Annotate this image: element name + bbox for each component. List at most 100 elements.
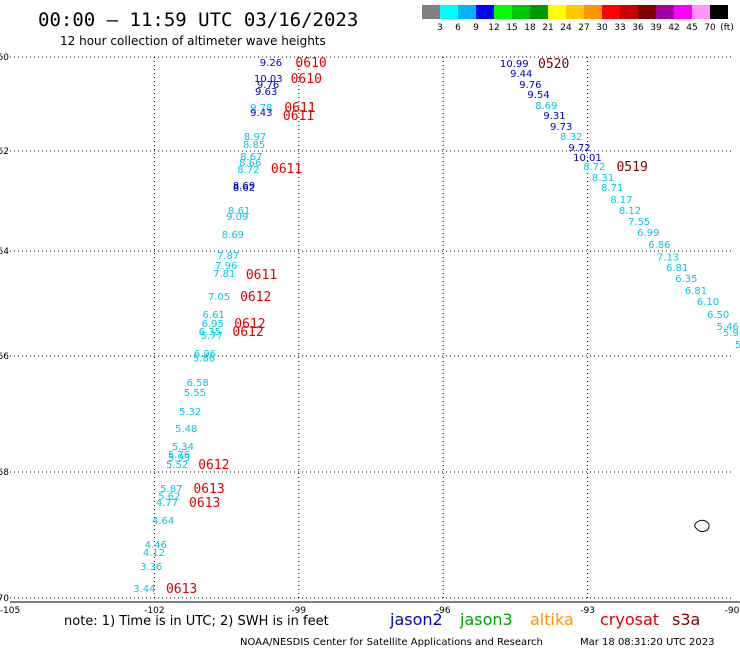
pass-time-label: 0610 <box>291 72 322 87</box>
legend-label: 36 <box>632 23 644 33</box>
wave-height-label: 5.9 <box>723 328 739 339</box>
wave-height-label: 5.48 <box>175 424 197 435</box>
legend-label: 24 <box>560 23 572 33</box>
legend-label: 45 <box>686 23 697 33</box>
legend-swatch <box>638 5 656 19</box>
pass-time-label: 0613 <box>166 582 197 597</box>
legend-swatch <box>620 5 638 19</box>
footer-credit: NOAA/NESDIS Center for Satellite Applica… <box>240 637 543 648</box>
map-grid <box>10 56 740 603</box>
x-tick-label: -99 <box>291 606 306 616</box>
wave-height-label: 9.54 <box>527 90 549 101</box>
legend-label: 18 <box>524 23 536 33</box>
legend-swatch <box>440 5 458 19</box>
legend-swatch <box>512 5 530 19</box>
y-tick-label: -68 <box>0 468 9 478</box>
legend-swatch <box>656 5 674 19</box>
legend-label: 6 <box>455 23 461 33</box>
pass-time-label: 0612 <box>232 325 263 340</box>
wave-height-label: 4.64 <box>152 516 174 527</box>
x-tick-label: -93 <box>580 606 595 616</box>
y-tick-label: -70 <box>0 594 9 604</box>
wave-height-label: 9.78 <box>250 103 272 114</box>
wave-height-label: 6.61 <box>203 310 225 321</box>
legend-swatch <box>548 5 566 19</box>
pass-time-labels: 0610061006110611061106110612061206120612… <box>166 56 648 597</box>
pass-time-label: 0519 <box>616 160 647 175</box>
wave-height-label: 9.43 <box>250 108 272 119</box>
legend-swatch <box>584 5 602 19</box>
satellite-name: altika <box>530 610 574 629</box>
pass-time-label: 0612 <box>234 317 265 332</box>
y-tick-label: -62 <box>0 147 9 157</box>
wave-height-label: 5.52 <box>166 460 188 471</box>
pass-time-label: 0611 <box>283 109 314 124</box>
legend-swatch <box>458 5 476 19</box>
pass-time-label: 0611 <box>246 268 277 283</box>
wave-height-label: 5.62 <box>158 491 180 502</box>
wave-height-label: 6.35 <box>675 274 697 285</box>
legend-swatch <box>422 5 440 19</box>
satellite-name: jason3 <box>459 610 513 629</box>
color-legend: 3 6 9 12 15 18 21 24 27 30 33 36 39 42 45 70 (ft) <box>422 5 734 33</box>
chart-title: 00:00 — 11:59 UTC 03/16/2023 <box>38 9 358 31</box>
wave-height-label: 3.36 <box>140 562 162 573</box>
legend-unit: (ft) <box>720 23 734 33</box>
wave-height-label: 7.87 <box>217 251 239 262</box>
footer-note: note: 1) Time is in UTC; 2) SWH is in fe… <box>64 614 329 629</box>
wave-height-label: 5.87 <box>160 484 182 495</box>
y-tick-label: -66 <box>0 352 9 362</box>
pass-time-label: 0612 <box>198 458 229 473</box>
legend-label: 30 <box>596 23 608 33</box>
legend-swatch <box>692 5 710 19</box>
wave-height-label: 8.69 <box>535 101 557 112</box>
wave-height-label: 6.86 <box>648 240 670 251</box>
wave-height-label: 9.76 <box>257 80 279 91</box>
wave-height-label: 7.96 <box>215 261 237 272</box>
wave-height-label: 9.09 <box>226 212 248 223</box>
wave-height-label: 9.73 <box>550 122 572 133</box>
wave-height-label: 5.46 <box>717 322 739 333</box>
wave-height-label: 8.17 <box>610 195 632 206</box>
pass-time-label: 0520 <box>538 57 569 72</box>
legend-label: 3 <box>437 23 443 33</box>
wave-height-label: 6.81 <box>685 286 707 297</box>
wave-height-label: 10.01 <box>573 153 602 164</box>
axis-ticks: -105 -102 -99 -96 -93 -90 -60 -62 -64 -66 -68 -70 <box>0 53 740 616</box>
satellite-name: s3a <box>672 610 700 629</box>
legend-label: 39 <box>650 23 662 33</box>
legend-swatch <box>566 5 584 19</box>
wave-height-label: 8.69 <box>222 230 244 241</box>
legend-swatch <box>530 5 548 19</box>
wave-height-label: 4.46 <box>145 540 167 551</box>
wave-height-label: 5 <box>735 340 740 351</box>
wave-height-label: 8.66 <box>239 158 261 169</box>
satellite-name: cryosat <box>600 610 659 629</box>
wave-height-label: 3.44 <box>133 584 155 595</box>
legend-swatch <box>602 5 620 19</box>
wave-height-label: 8.71 <box>601 183 623 194</box>
legend-label: 42 <box>668 23 679 33</box>
wave-height-label: 6.99 <box>637 228 659 239</box>
wave-height-label: 5.34 <box>172 442 194 453</box>
pass-time-label: 0611 <box>271 162 302 177</box>
wave-height-label: 4.77 <box>156 498 178 509</box>
wave-height-label: 6.81 <box>666 263 688 274</box>
chart-subtitle: 12 hour collection of altimeter wave hei… <box>60 34 326 48</box>
wave-height-label: 9.76 <box>519 80 541 91</box>
wave-height-label: 9.72 <box>568 143 590 154</box>
wave-height-label: 8.62 <box>233 183 255 194</box>
x-tick-label: -102 <box>144 606 164 616</box>
legend-swatch <box>494 5 512 19</box>
wave-height-label: 6.35 <box>199 327 221 338</box>
legend-swatch <box>674 5 692 19</box>
wave-height-label: 5.55 <box>184 388 206 399</box>
wave-height-label: 5.93 <box>168 453 190 464</box>
wave-height-label: 6.58 <box>187 378 209 389</box>
wave-height-label: 10.99 <box>500 59 529 70</box>
island-outline <box>694 519 710 532</box>
wave-height-label: 9.63 <box>255 87 277 98</box>
legend-label: 21 <box>542 23 553 33</box>
pass-time-label: 0613 <box>189 496 220 511</box>
